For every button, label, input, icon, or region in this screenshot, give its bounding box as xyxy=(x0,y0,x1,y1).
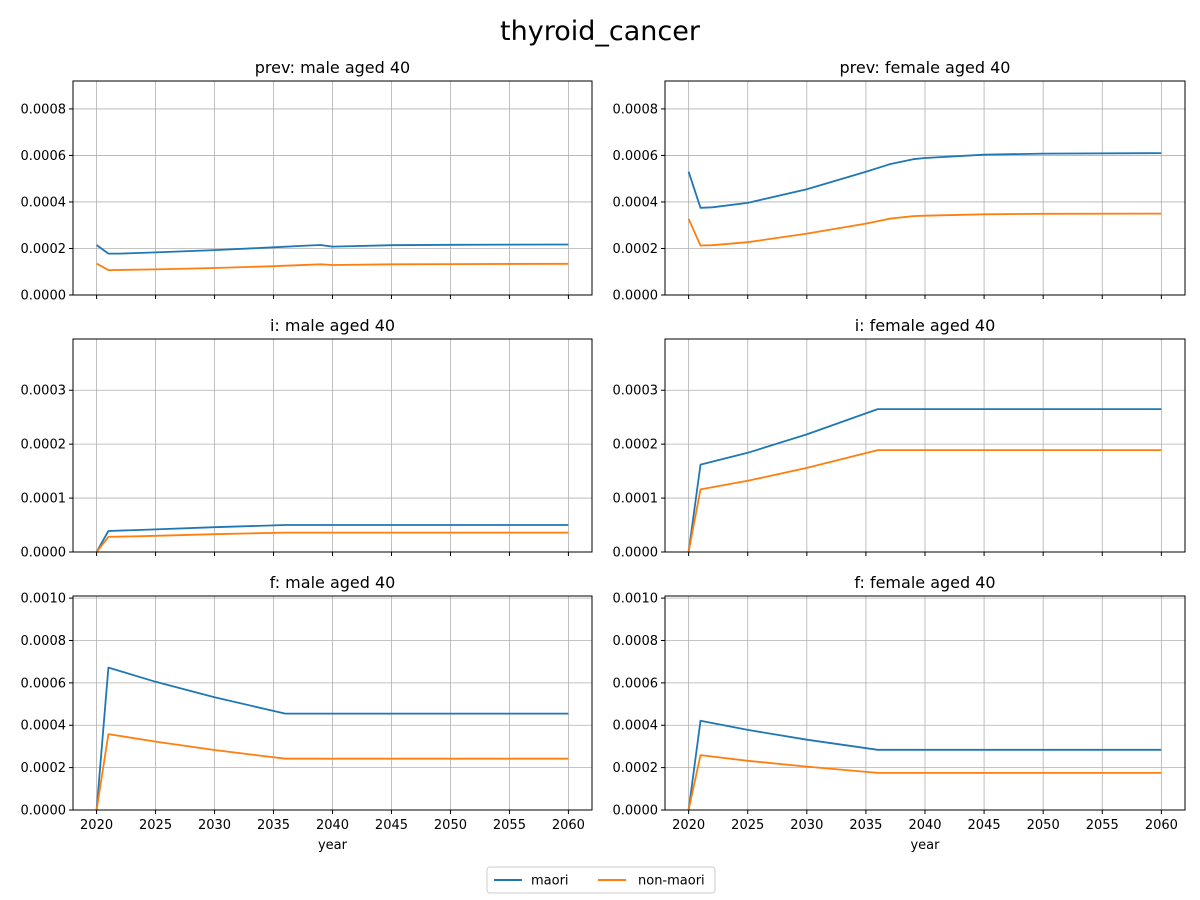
x-tick-label: 2045 xyxy=(968,818,1001,833)
x-tick-label: 2055 xyxy=(1086,818,1119,833)
series-line-non-maori xyxy=(687,754,1162,810)
subplot-title: i: female aged 40 xyxy=(855,316,996,335)
y-tick-label: 0.0008 xyxy=(21,634,67,649)
y-tick-label: 0.0002 xyxy=(21,242,67,257)
x-tick-label: 2055 xyxy=(493,818,526,833)
x-tick-label: 2035 xyxy=(849,818,882,833)
series-line-non-maori xyxy=(687,212,1162,247)
y-tick-label: 0.0002 xyxy=(613,761,659,776)
y-tick-label: 0.0000 xyxy=(613,804,659,819)
x-tick-label: 2025 xyxy=(139,818,172,833)
series-line-non-maori xyxy=(96,262,569,272)
series-line-maori xyxy=(687,408,1162,552)
x-tick-label: 2030 xyxy=(198,818,231,833)
subplot-i-female-aged-40: 0.0000 0.0001 0.0002 0.0003 i: female aged 4… xyxy=(613,316,1186,561)
subplot-grid: 0.0000 0.0002 0.0004 0.0006 0.0008 prev: male… xyxy=(21,58,1186,853)
x-tick-label: 2035 xyxy=(257,818,290,833)
x-tick-label: 2060 xyxy=(1145,818,1178,833)
subplot-title: i: male aged 40 xyxy=(270,316,395,335)
x-tick-label: 2020 xyxy=(80,818,113,833)
y-tick-label: 0.0004 xyxy=(21,719,67,734)
y-tick-label: 0.0000 xyxy=(613,546,659,561)
x-tick-label: 2045 xyxy=(375,818,408,833)
y-tick-label: 0.0002 xyxy=(613,242,659,257)
y-tick-label: 0.0004 xyxy=(613,719,659,734)
legend: maori non-maori xyxy=(486,866,716,894)
y-tick-label: 0.0000 xyxy=(21,289,67,304)
y-tick-label: 0.0000 xyxy=(21,546,67,561)
x-tick-label: 2050 xyxy=(1027,818,1060,833)
y-tick-label: 0.0002 xyxy=(21,761,67,776)
subplot-prev-female-aged-40: 0.0000 0.0002 0.0004 0.0006 0.0008 prev: fema… xyxy=(613,58,1186,304)
legend-label-maori: maori xyxy=(531,874,569,889)
y-tick-label: 0.0006 xyxy=(21,149,67,164)
y-tick-label: 0.0000 xyxy=(613,289,659,304)
y-tick-label: 0.0002 xyxy=(613,438,659,453)
y-tick-label: 0.0010 xyxy=(21,592,67,607)
y-tick-label: 0.0006 xyxy=(21,676,67,691)
series-line-maori xyxy=(96,243,569,255)
x-tick-label: 2050 xyxy=(434,818,467,833)
x-tick-label: 2030 xyxy=(790,818,823,833)
series-line-maori xyxy=(95,524,569,552)
series-line-maori xyxy=(687,152,1162,209)
series-line-non-maori xyxy=(687,449,1162,552)
x-tick-label: 2020 xyxy=(672,818,705,833)
series-line-non-maori xyxy=(95,733,569,810)
y-tick-label: 0.0004 xyxy=(613,195,659,210)
series-line-maori xyxy=(95,666,569,810)
y-tick-label: 0.0000 xyxy=(21,804,67,819)
subplot-title: f: male aged 40 xyxy=(270,573,396,592)
y-tick-label: 0.0008 xyxy=(613,102,659,117)
y-tick-label: 0.0004 xyxy=(21,195,67,210)
figure-title: thyroid_cancer xyxy=(500,16,701,47)
y-tick-label: 0.0001 xyxy=(613,492,659,507)
y-tick-label: 0.0006 xyxy=(613,149,659,164)
series-line-maori xyxy=(687,719,1162,810)
y-tick-label: 0.0010 xyxy=(613,592,659,607)
y-tick-label: 0.0002 xyxy=(21,438,67,453)
x-tick-label: 2025 xyxy=(731,818,764,833)
y-tick-label: 0.0008 xyxy=(613,634,659,649)
x-tick-label: 2040 xyxy=(316,818,349,833)
x-tick-label: 2040 xyxy=(908,818,941,833)
y-tick-label: 0.0008 xyxy=(21,102,67,117)
legend-label-non-maori: non-maori xyxy=(638,874,705,889)
subplot-prev-male-aged-40: 0.0000 0.0002 0.0004 0.0006 0.0008 prev: male… xyxy=(21,58,593,304)
series-line-non-maori xyxy=(95,531,569,552)
x-axis-label: year xyxy=(910,838,940,853)
y-tick-label: 0.0001 xyxy=(21,492,67,507)
subplot-f-male-aged-40: 0.0000 0.0002 0.0004 0.0006 0.0008 0.0010 2020… xyxy=(21,573,593,853)
y-tick-label: 0.0003 xyxy=(613,384,659,399)
x-tick-label: 2060 xyxy=(552,818,585,833)
subplot-f-female-aged-40: 0.0000 0.0002 0.0004 0.0006 0.0008 0.0010 2020… xyxy=(613,573,1186,853)
subplot-title: f: female aged 40 xyxy=(854,573,995,592)
y-tick-label: 0.0003 xyxy=(21,384,67,399)
x-axis-label: year xyxy=(318,838,348,853)
subplot-i-male-aged-40: 0.0000 0.0001 0.0002 0.0003 i: male aged 40 xyxy=(21,316,593,561)
y-tick-label: 0.0006 xyxy=(613,676,659,691)
subplot-title: prev: female aged 40 xyxy=(840,58,1011,77)
subplot-title: prev: male aged 40 xyxy=(255,58,410,77)
